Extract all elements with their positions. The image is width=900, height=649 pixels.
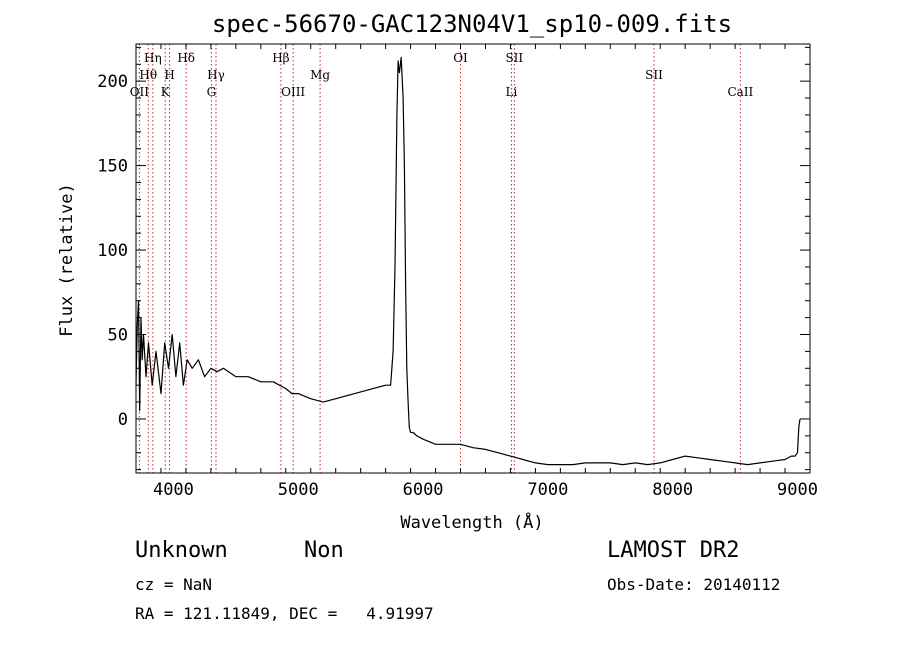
spectral-line-label: Hγ <box>207 68 225 82</box>
spectral-line-label: H <box>164 68 174 82</box>
y-tick-label: 0 <box>118 410 128 430</box>
x-tick-label: 7000 <box>527 480 568 500</box>
redshift-label: cz = NaN <box>135 575 213 594</box>
classification-label: Unknown <box>135 538 228 563</box>
survey-label: LAMOST DR2 <box>607 538 740 563</box>
y-tick-label: 150 <box>97 157 128 177</box>
spectral-line-label: K <box>161 85 171 99</box>
y-tick-label: 50 <box>108 326 128 346</box>
y-tick-label: 200 <box>97 72 128 92</box>
x-tick-label: 5000 <box>278 480 319 500</box>
spectral-line-label: Li <box>506 85 518 99</box>
x-axis-ticks: 4000 5000 6000 7000 8000 9000 <box>135 44 818 500</box>
y-axis-ticks: 0 50 100 150 200 <box>97 46 810 471</box>
spectral-line-label: Hη <box>144 51 162 65</box>
coordinates-label: RA = 121.11849, DEC = 4.91997 <box>135 604 434 623</box>
spectral-line-label: OI <box>453 51 468 65</box>
spectral-line-label: OII <box>130 85 150 99</box>
plot-frame <box>135 43 811 474</box>
spectrum-line <box>135 56 801 466</box>
spectral-line-label: G <box>207 85 217 99</box>
x-axis-label: Wavelength (Å) <box>400 511 543 533</box>
x-tick-label: 6000 <box>403 480 444 500</box>
subclass-label: Non <box>304 538 344 563</box>
spectral-line-label: CaII <box>727 85 753 99</box>
obs-date-label: Obs-Date: 20140112 <box>607 575 781 594</box>
spectral-line-label: Hβ <box>272 51 289 65</box>
y-axis-label: Flux (relative) <box>57 183 77 337</box>
spectral-line-label: Mg <box>310 68 330 82</box>
x-tick-label: 8000 <box>652 480 693 500</box>
spectral-line-label: Hθ <box>139 68 157 82</box>
x-tick-label: 4000 <box>153 480 194 500</box>
spectral-line-label: Hδ <box>177 51 195 65</box>
x-tick-label: 9000 <box>777 480 818 500</box>
spectrum-series <box>135 56 801 466</box>
spectral-line-label: OIII <box>281 85 305 99</box>
y-tick-label: 100 <box>97 241 128 261</box>
spectral-line-label: SII <box>645 68 663 82</box>
spectral-line-label: SII <box>505 51 523 65</box>
chart-title: spec-56670-GAC123N04V1_sp10-009.fits <box>212 10 732 38</box>
